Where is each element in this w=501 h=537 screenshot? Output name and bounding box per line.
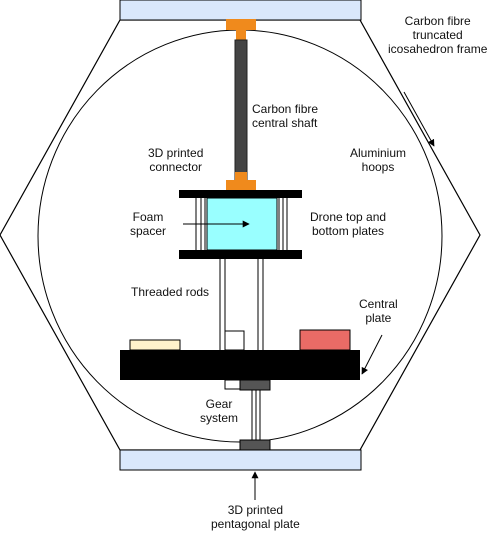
top-connector	[226, 19, 256, 30]
central-plate	[120, 350, 360, 380]
label-gear-system: Gear system	[200, 397, 239, 425]
label-aluminium-hoops: Aluminium hoops	[350, 146, 407, 174]
label-central-shaft: Carbon fibre central shaft	[252, 102, 319, 130]
label-connector: 3D printed connector	[148, 146, 204, 174]
top-pentagonal-plate	[119, 0, 362, 21]
label-threaded-rods: Threaded rods	[131, 285, 210, 299]
gear-large	[239, 379, 271, 391]
component-left	[129, 339, 181, 351]
lower-connector	[226, 180, 256, 190]
gear-shaft	[251, 390, 261, 440]
bottom-connector	[239, 439, 271, 451]
central-shaft	[234, 39, 248, 181]
component-right	[299, 329, 351, 351]
arrow-central-plate	[361, 334, 383, 375]
drone-top-plate	[179, 190, 302, 198]
label-frame: Carbon fibre truncated icosahedron frame	[388, 14, 488, 56]
label-drone-plates: Drone top and bottom plates	[310, 210, 387, 238]
drone-bottom-plate	[179, 250, 302, 259]
label-central-plate: Central plate	[359, 297, 398, 325]
gear-small	[224, 379, 241, 390]
lower-connector-neck	[235, 172, 247, 182]
arrow-frame	[403, 91, 435, 147]
label-foam-spacer: Foam spacer	[130, 210, 167, 238]
rod-bracket	[224, 330, 245, 351]
standoffs	[195, 198, 288, 250]
bottom-pentagonal-plate	[119, 449, 362, 471]
label-pentagonal-plate: 3D printed pentagonal plate	[211, 503, 300, 531]
top-connector-neck	[236, 29, 246, 41]
